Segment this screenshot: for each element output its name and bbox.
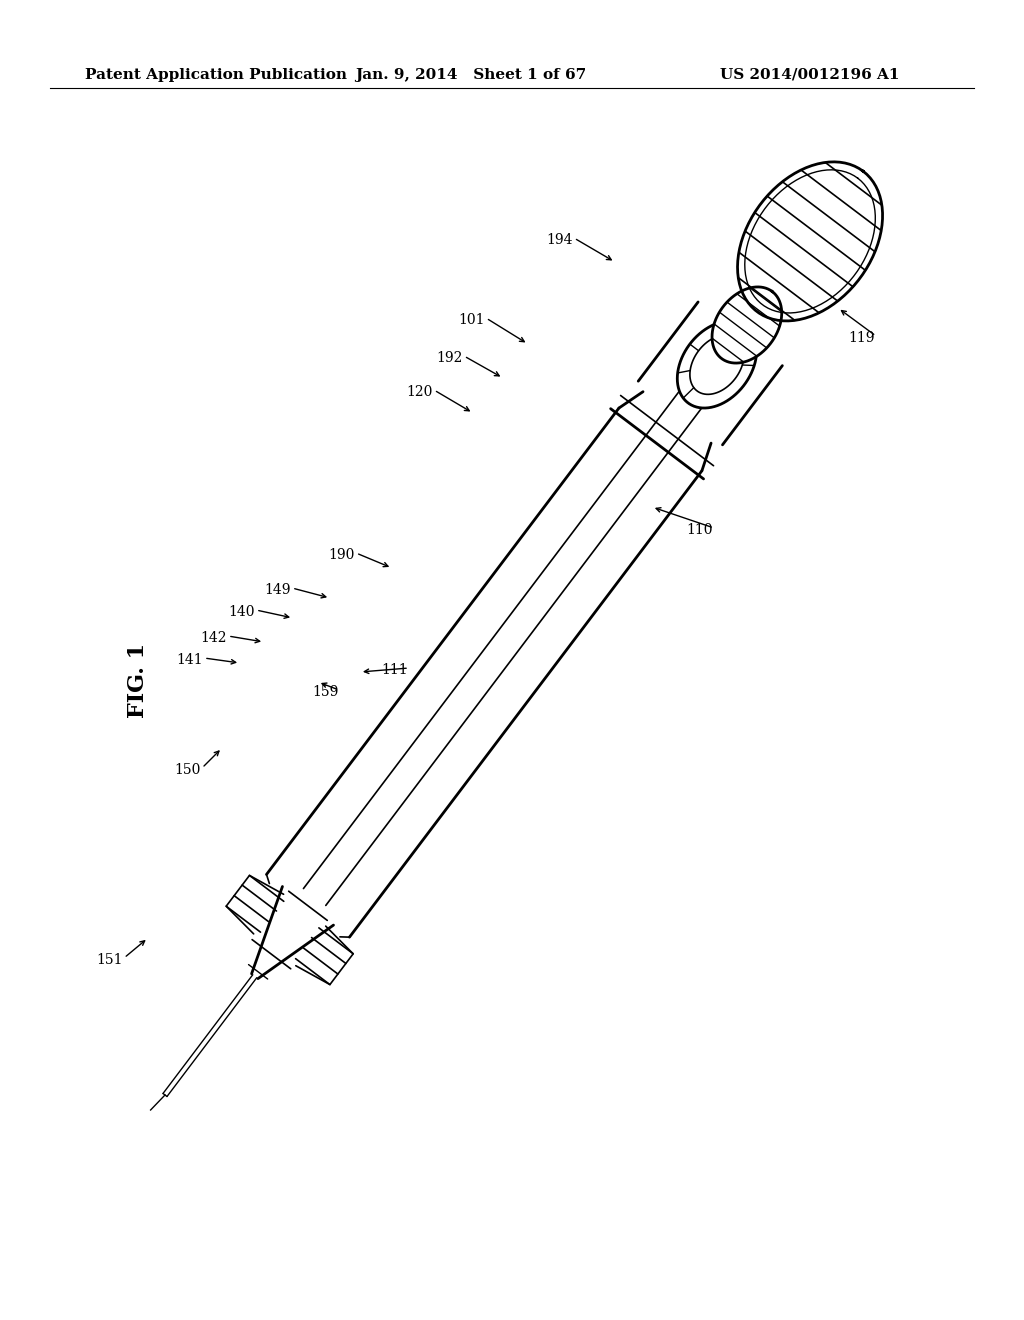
Text: Jan. 9, 2014   Sheet 1 of 67: Jan. 9, 2014 Sheet 1 of 67: [355, 69, 587, 82]
Text: 111: 111: [382, 663, 409, 677]
Text: 119: 119: [849, 331, 876, 345]
Polygon shape: [737, 162, 883, 321]
Text: 140: 140: [228, 605, 255, 619]
Text: 110: 110: [687, 523, 714, 537]
Text: 151: 151: [96, 953, 123, 968]
Polygon shape: [677, 321, 757, 408]
Text: Patent Application Publication: Patent Application Publication: [85, 69, 347, 82]
Text: 142: 142: [201, 631, 227, 645]
Text: 101: 101: [459, 313, 485, 327]
Text: 120: 120: [407, 385, 433, 399]
Text: US 2014/0012196 A1: US 2014/0012196 A1: [720, 69, 899, 82]
Text: FIG. 1: FIG. 1: [127, 643, 150, 718]
Text: 194: 194: [547, 234, 573, 247]
Text: 192: 192: [437, 351, 463, 366]
Text: 159: 159: [312, 685, 338, 700]
Text: 150: 150: [175, 763, 201, 777]
Text: 141: 141: [177, 653, 204, 667]
Text: 190: 190: [329, 548, 355, 562]
Polygon shape: [712, 286, 781, 363]
Text: 149: 149: [265, 583, 291, 597]
